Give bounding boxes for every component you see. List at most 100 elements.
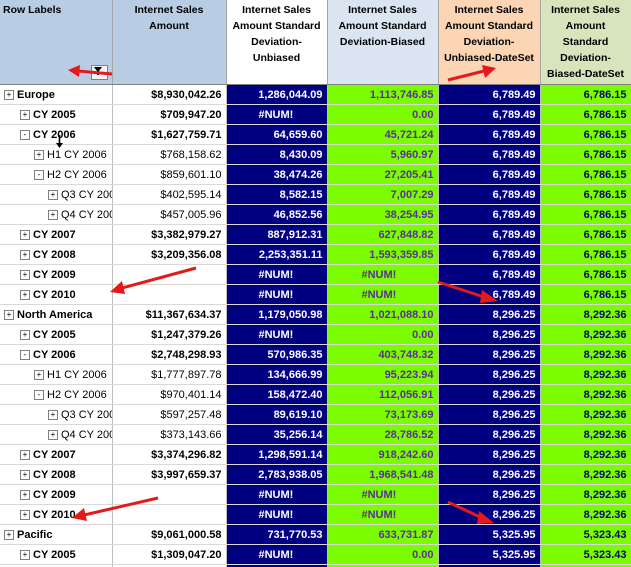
- stddev-biased-dateset-cell[interactable]: 8,292.36: [540, 404, 631, 425]
- sales-amount-cell[interactable]: $9,061,000.58: [112, 524, 227, 545]
- sales-amount-cell[interactable]: $768,158.62: [112, 144, 227, 165]
- stddev-unbiased-dateset-cell[interactable]: 6,789.49: [438, 184, 541, 205]
- row-label-cell[interactable]: + Pacific: [0, 524, 113, 545]
- expand-icon[interactable]: +: [20, 549, 30, 560]
- sales-amount-cell[interactable]: $1,309,047.20: [112, 544, 227, 565]
- stddev-unbiased-dateset-cell[interactable]: 6,789.49: [438, 204, 541, 225]
- stddev-unbiased-cell[interactable]: #NUM!: [226, 104, 328, 125]
- sales-amount-cell[interactable]: $457,005.96: [112, 204, 227, 225]
- stddev-biased-cell[interactable]: #NUM!: [327, 264, 439, 285]
- stddev-biased-cell[interactable]: 1,021,088.10: [327, 304, 439, 325]
- stddev-biased-cell[interactable]: 73,173.69: [327, 404, 439, 425]
- stddev-biased-dateset-cell[interactable]: 6,786.15: [540, 224, 631, 245]
- stddev-biased-cell[interactable]: 0.00: [327, 104, 439, 125]
- pivot-row[interactable]: +Q3 CY 2006$597,257.4889,619.1073,173.69…: [0, 404, 631, 425]
- sales-amount-cell[interactable]: [112, 284, 227, 305]
- stddev-unbiased-cell[interactable]: 887,912.31: [226, 224, 328, 245]
- pivot-row[interactable]: + CY 2010 #NUM! #NUM! 6,789.49 6,786.15: [0, 284, 631, 305]
- stddev-biased-dateset-cell[interactable]: 8,292.36: [540, 424, 631, 445]
- expand-icon[interactable]: +: [48, 189, 58, 200]
- row-label-cell[interactable]: + CY 2010: [0, 284, 113, 305]
- stddev-unbiased-dateset-cell[interactable]: 5,325.95: [438, 564, 541, 567]
- expand-icon[interactable]: +: [20, 249, 30, 260]
- stddev-unbiased-dateset-cell[interactable]: 6,789.49: [438, 104, 541, 125]
- stddev-unbiased-dateset-cell[interactable]: 8,296.25: [438, 304, 541, 325]
- row-label-cell[interactable]: + CY 2005: [0, 544, 113, 565]
- stddev-unbiased-header[interactable]: Internet Sales Amount Standard Deviation…: [226, 0, 328, 85]
- pivot-row[interactable]: + Pacific $9,061,000.58 731,770.53 633,731.8…: [0, 524, 631, 545]
- stddev-biased-cell[interactable]: #NUM!: [327, 284, 439, 305]
- stddev-unbiased-dateset-cell[interactable]: 8,296.25: [438, 464, 541, 485]
- expand-icon[interactable]: +: [4, 529, 14, 540]
- pivot-row[interactable]: + CY 2005 $1,247,379.26 #NUM! 0.00 8,296.25 8,…: [0, 324, 631, 345]
- stddev-biased-dateset-cell[interactable]: 8,292.36: [540, 304, 631, 325]
- collapse-icon[interactable]: -: [20, 349, 30, 360]
- stddev-biased-cell[interactable]: 0.00: [327, 324, 439, 345]
- stddev-biased-cell[interactable]: 1,113,746.85: [327, 84, 439, 105]
- stddev-biased-cell[interactable]: 28,786.52: [327, 424, 439, 445]
- pivot-row[interactable]: + H1 CY 2006 $768,158.62 8,430.09 5,960.97 6,…: [0, 144, 631, 165]
- stddev-biased-cell[interactable]: 182,511.75: [327, 564, 439, 567]
- stddev-unbiased-cell[interactable]: 1,286,044.09: [226, 84, 328, 105]
- row-labels-header[interactable]: Row Labels: [0, 0, 113, 85]
- stddev-unbiased-cell[interactable]: #NUM!: [226, 284, 328, 305]
- pivot-row[interactable]: + CY 2005 $1,309,047.20 #NUM! 0.00 5,325.95 5,…: [0, 544, 631, 565]
- stddev-biased-cell[interactable]: 0.00: [327, 544, 439, 565]
- expand-icon[interactable]: +: [20, 469, 30, 480]
- pivot-row[interactable]: + CY 2007 $3,374,296.82 1,298,591.14 918,242…: [0, 444, 631, 465]
- row-label-cell[interactable]: +Q3 CY 2006: [0, 184, 113, 205]
- pivot-row[interactable]: + CY 2008 $3,209,356.08 2,253,351.11 1,593,3…: [0, 244, 631, 265]
- stddev-biased-dateset-cell[interactable]: 8,292.36: [540, 364, 631, 385]
- stddev-biased-dateset-cell[interactable]: 6,786.15: [540, 244, 631, 265]
- stddev-biased-dateset-cell[interactable]: 6,786.15: [540, 144, 631, 165]
- stddev-biased-header[interactable]: Internet Sales Amount Standard Deviation…: [327, 0, 439, 85]
- stddev-unbiased-dateset-cell[interactable]: 6,789.49: [438, 224, 541, 245]
- row-label-cell[interactable]: + Europe: [0, 84, 113, 105]
- stddev-unbiased-dateset-cell[interactable]: 8,296.25: [438, 424, 541, 445]
- pivot-row[interactable]: +Q3 CY 2006$402,595.148,582.157,007.296,…: [0, 184, 631, 205]
- stddev-unbiased-cell[interactable]: 35,256.14: [226, 424, 328, 445]
- stddev-unbiased-cell[interactable]: 570,986.35: [226, 344, 328, 365]
- collapse-icon[interactable]: -: [20, 129, 30, 140]
- stddev-unbiased-cell[interactable]: 8,430.09: [226, 144, 328, 165]
- sales-amount-cell[interactable]: $11,367,634.37: [112, 304, 227, 325]
- stddev-unbiased-dateset-cell[interactable]: 5,325.95: [438, 544, 541, 565]
- stddev-biased-dateset-cell[interactable]: 6,786.15: [540, 84, 631, 105]
- stddev-unbiased-cell[interactable]: #NUM!: [226, 544, 328, 565]
- stddev-biased-dateset-cell[interactable]: 8,292.36: [540, 384, 631, 405]
- pivot-row[interactable]: + CY 2009 #NUM! #NUM! 8,296.25 8,292.36: [0, 484, 631, 505]
- stddev-unbiased-dateset-cell[interactable]: 8,296.25: [438, 364, 541, 385]
- stddev-biased-dateset-cell[interactable]: 5,323.43: [540, 544, 631, 565]
- stddev-unbiased-cell[interactable]: 46,852.56: [226, 204, 328, 225]
- row-label-cell[interactable]: + CY 2009: [0, 264, 113, 285]
- pivot-row[interactable]: +Q4 CY 2006$373,143.6635,256.1428,786.52…: [0, 424, 631, 445]
- stddev-unbiased-cell[interactable]: #NUM!: [226, 324, 328, 345]
- sales-amount-cell[interactable]: $597,257.48: [112, 404, 227, 425]
- stddev-biased-cell[interactable]: #NUM!: [327, 484, 439, 505]
- stddev-biased-dateset-cell[interactable]: 6,786.15: [540, 264, 631, 285]
- stddev-unbiased-cell[interactable]: 1,298,591.14: [226, 444, 328, 465]
- stddev-biased-dateset-cell[interactable]: 8,292.36: [540, 324, 631, 345]
- stddev-biased-dateset-cell[interactable]: 6,786.15: [540, 124, 631, 145]
- stddev-unbiased-cell[interactable]: 38,474.26: [226, 164, 328, 185]
- row-label-cell[interactable]: + CY 2009: [0, 484, 113, 505]
- sales-amount-cell[interactable]: [112, 504, 227, 525]
- row-label-cell[interactable]: - H2 CY 2006: [0, 384, 113, 405]
- pivot-row[interactable]: + CY 2008 $3,997,659.37 2,783,938.05 1,968,5…: [0, 464, 631, 485]
- row-label-cell[interactable]: +Q4 CY 2006: [0, 424, 113, 445]
- row-label-cell[interactable]: + CY 2005: [0, 104, 113, 125]
- stddev-unbiased-cell[interactable]: #NUM!: [226, 264, 328, 285]
- expand-icon[interactable]: +: [4, 309, 14, 320]
- expand-icon[interactable]: +: [4, 89, 14, 100]
- stddev-biased-dateset-cell[interactable]: 6,786.15: [540, 204, 631, 225]
- sales-amount-cell[interactable]: $1,247,379.26: [112, 324, 227, 345]
- expand-icon[interactable]: +: [48, 409, 58, 420]
- pivot-row[interactable]: + H1 CY 2006 $1,777,897.78 134,666.99 95,223…: [0, 364, 631, 385]
- sales-amount-cell[interactable]: $1,777,897.78: [112, 364, 227, 385]
- sales-amount-cell[interactable]: $3,374,296.82: [112, 444, 227, 465]
- stddev-unbiased-cell[interactable]: 89,619.10: [226, 404, 328, 425]
- stddev-biased-dateset-cell[interactable]: 6,786.15: [540, 284, 631, 305]
- stddev-biased-cell[interactable]: 627,848.82: [327, 224, 439, 245]
- sales-amount-cell[interactable]: $2,154,284.88: [112, 564, 227, 567]
- expand-icon[interactable]: +: [48, 429, 58, 440]
